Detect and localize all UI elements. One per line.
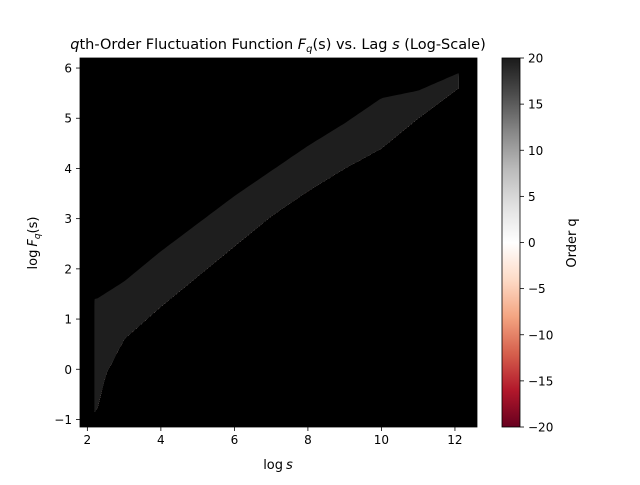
title-q: q	[70, 37, 79, 53]
y-tick-label: 1	[64, 313, 72, 327]
y-tick-label: 5	[64, 112, 72, 126]
x-axis-ticks: 2 4 6 8 10 12	[84, 427, 463, 447]
title-q-sub: q	[306, 44, 312, 55]
colorbar-label: Order q	[565, 218, 580, 267]
colorbar-tick-label: −15	[528, 374, 553, 388]
title-main: th-Order Fluctuation Function	[79, 37, 297, 53]
colorbar-tick-label: 5	[528, 190, 536, 204]
colorbar-tick-label: −20	[528, 421, 553, 435]
y-tick-label: 2	[64, 262, 72, 276]
plot-frame	[79, 57, 478, 428]
title-mid: (s) vs. Lag	[312, 37, 392, 53]
x-axis-label: log s	[263, 458, 293, 473]
title-s: s	[392, 37, 400, 53]
x-axis-label-log: log	[263, 458, 283, 473]
colorbar-ticks: 20 15 10 5 0 −5 −10 −15 −20	[520, 52, 553, 435]
x-tick-label: 2	[84, 433, 92, 447]
heatmap-level	[94, 73, 459, 412]
heatmap-bands	[94, 73, 459, 412]
y-axis-label-f: F	[26, 239, 41, 247]
title-suffix: (Log-Scale)	[400, 37, 486, 53]
y-axis-ticks: −1 0 1 2 3 4 5 6	[54, 62, 80, 427]
colorbar	[501, 57, 521, 428]
colorbar-tick-label: 0	[528, 236, 536, 250]
x-tick-label: 8	[304, 433, 312, 447]
chart-title: qth-Order Fluctuation Function Fq(s) vs.…	[70, 37, 485, 55]
y-axis-label: log Fq(s)	[26, 217, 43, 270]
y-axis-label-log: log	[26, 250, 41, 270]
title-f: F	[298, 37, 307, 53]
colorbar-tick-label: 20	[528, 52, 543, 66]
y-tick-label: −1	[54, 413, 72, 427]
y-axis-label-sub: q	[33, 233, 43, 239]
y-axis-label-tail: (s)	[26, 217, 41, 234]
y-tick-label: 6	[64, 62, 72, 76]
y-tick-label: 0	[64, 363, 72, 377]
x-tick-label: 10	[374, 433, 389, 447]
colorbar-tick-label: 10	[528, 144, 543, 158]
x-tick-label: 12	[447, 433, 462, 447]
x-axis-label-s: s	[286, 458, 293, 473]
x-tick-label: 4	[157, 433, 165, 447]
x-tick-label: 6	[231, 433, 239, 447]
colorbar-tick-label: −5	[528, 282, 546, 296]
y-tick-label: 3	[64, 212, 72, 226]
colorbar-tick-label: −10	[528, 328, 553, 342]
colorbar-tick-label: 15	[528, 98, 543, 112]
y-tick-label: 4	[64, 162, 72, 176]
